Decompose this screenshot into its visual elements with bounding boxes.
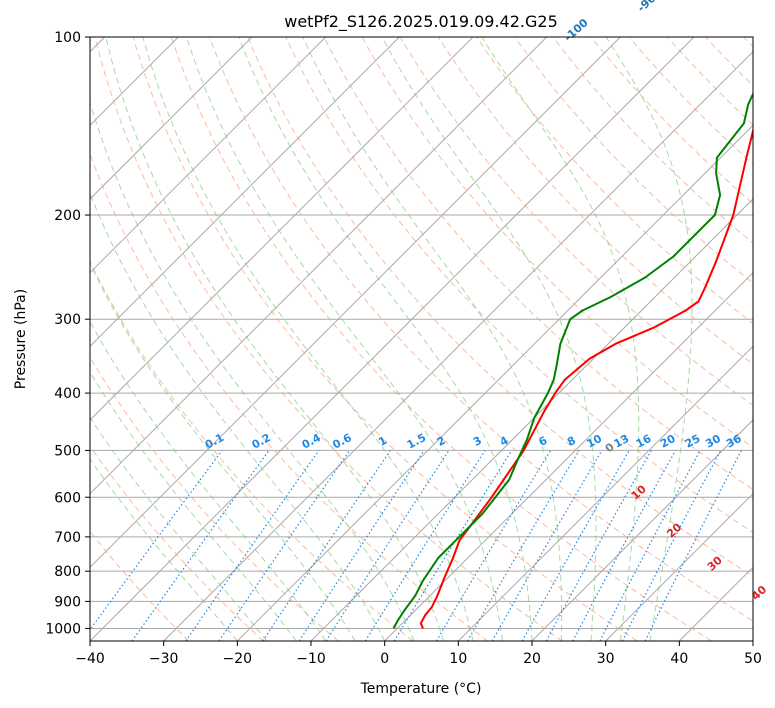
plot-frame: [89, 36, 754, 642]
isotherm-line: [752, 640, 753, 641]
isotherm-line: [605, 492, 753, 641]
temperature-profile-line: [419, 126, 753, 629]
moist-adiabat-line: [302, 37, 563, 641]
isotherm-line: [90, 37, 548, 495]
mixing-ratio-line: [572, 450, 677, 641]
moist-adiabat-line: [142, 37, 474, 641]
x-tick-label: 50: [744, 651, 762, 667]
mixing-ratio-line: [545, 450, 652, 641]
x-tick-label: 20: [523, 651, 541, 667]
moist-adiabat-line: [90, 416, 268, 641]
mixing-ratio-label: 20: [658, 432, 678, 451]
y-tick-label: 1000: [45, 621, 81, 637]
mixing-ratio-label: 30: [703, 432, 723, 451]
dry-adiabat-line: [90, 445, 264, 641]
x-tick-label: −40: [75, 651, 105, 667]
moist-adiabat-line: [381, 37, 597, 641]
mixing-ratio-line: [521, 450, 630, 641]
moist-adiabat-line: [90, 320, 327, 641]
isotherm-line: [384, 271, 753, 641]
x-tick-label: −20: [223, 651, 253, 667]
mixing-ratio-line: [262, 450, 391, 641]
dry-adiabat-line: [90, 260, 414, 641]
moist-adiabat-line: [186, 37, 503, 641]
y-tick-label: 100: [54, 30, 81, 46]
isotherm-line: [457, 345, 753, 641]
mixing-ratio-line: [621, 450, 722, 641]
moist-adiabat-line: [90, 458, 238, 641]
isotherm-line: [90, 37, 621, 569]
dry-adiabat-line: [170, 37, 712, 641]
x-tick-label: 30: [597, 651, 615, 667]
y-tick-label: 600: [54, 490, 81, 506]
x-tick-label: 40: [670, 651, 688, 667]
moist-adiabat-line: [90, 262, 356, 641]
isotherm-line: [90, 37, 474, 421]
moist-adiabat-line: [90, 371, 297, 641]
mixing-ratio-line: [218, 450, 351, 641]
x-axis-title: Temperature (°C): [360, 681, 482, 697]
mixing-ratio-line: [185, 450, 320, 641]
y-tick-label: 200: [54, 208, 81, 224]
mixing-ratio-line: [298, 450, 425, 641]
dewpoint-profile-line: [392, 91, 753, 629]
dry-adiabat-line: [94, 37, 563, 641]
mixing-ratio-line: [90, 450, 223, 631]
isotherm-line: [90, 37, 695, 641]
dry-adiabat-line: [476, 37, 753, 325]
dry-adiabat-line: [590, 37, 753, 205]
mixing-ratio-line: [131, 450, 270, 641]
dry-adiabat-line: [132, 37, 638, 641]
moist-adiabat-line: [90, 192, 386, 641]
mixing-ratio-line: [325, 450, 450, 641]
y-tick-label: 900: [54, 594, 81, 610]
dry-adiabat-line: [399, 37, 753, 407]
isotherm-line: [90, 37, 253, 200]
dry-adiabat-line: [628, 37, 753, 165]
y-tick-label: 800: [54, 564, 81, 580]
isotherm-line: [90, 37, 327, 274]
dry-adiabat-line: [514, 37, 753, 284]
mixing-ratio-label: 25: [683, 432, 703, 451]
chart-title: wetPf2_S126.2025.019.09.42.G25: [284, 12, 558, 32]
y-tick-label: 700: [54, 530, 81, 546]
y-tick-label: 300: [54, 312, 81, 328]
x-tick-label: 10: [449, 651, 467, 667]
moist-adiabat-line: [238, 37, 533, 641]
mixing-ratio-label: 13: [612, 432, 632, 451]
isotherm-line: [90, 37, 400, 348]
mixing-ratio-label: 36: [724, 432, 744, 451]
mixing-ratio-line: [393, 450, 513, 641]
moist-adiabat-line: [605, 37, 693, 641]
y-axis-title: Pressure (hPa): [13, 289, 29, 389]
y-tick-label: 400: [54, 386, 81, 402]
moist-adiabat-line: [90, 100, 415, 641]
mixing-ratio-line: [644, 450, 743, 641]
isotherm-line: [531, 419, 753, 641]
mixing-ratio-label: 10: [584, 432, 604, 451]
isotherm-line: [163, 50, 753, 641]
moist-adiabat-line: [481, 37, 640, 641]
dry-adiabat-line: [209, 37, 753, 622]
y-tick-label: 500: [54, 443, 81, 459]
x-tick-label: −10: [296, 651, 326, 667]
dry-adiabat-label: -90: [635, 0, 659, 15]
x-tick-label: 0: [380, 651, 389, 667]
moist-adiabat-line: [105, 37, 445, 641]
dry-adiabat-line: [361, 37, 753, 448]
dry-adiabat-line: [323, 37, 753, 491]
dry-adiabat-line: [247, 37, 753, 577]
mixing-ratio-label: 16: [634, 432, 654, 451]
plot-background: [90, 37, 753, 641]
x-tick-label: −30: [149, 651, 179, 667]
isotherm-line: [236, 124, 753, 641]
